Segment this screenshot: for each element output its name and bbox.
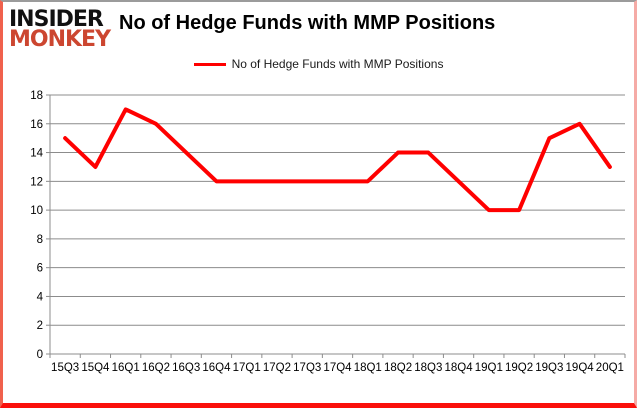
y-tick-label: 12 bbox=[30, 176, 43, 188]
x-tick-label: 18Q3 bbox=[414, 362, 442, 374]
x-tick-label: 16Q2 bbox=[142, 362, 170, 374]
y-tick-label: 10 bbox=[30, 205, 43, 217]
x-tick-label: 16Q4 bbox=[202, 362, 231, 374]
y-tick-label: 8 bbox=[37, 234, 43, 246]
x-tick-label: 15Q3 bbox=[51, 362, 79, 374]
x-tick-label: 17Q3 bbox=[293, 362, 321, 374]
x-tick-label: 19Q1 bbox=[475, 362, 503, 374]
logo-insider-text: INSIDER bbox=[9, 7, 104, 32]
x-tick-label: 20Q1 bbox=[596, 362, 624, 374]
x-tick-label: 19Q4 bbox=[566, 362, 595, 374]
y-tick-label: 6 bbox=[37, 263, 43, 275]
y-tick-label: 18 bbox=[30, 90, 43, 102]
x-tick-label: 19Q3 bbox=[535, 362, 563, 374]
x-tick-label: 15Q4 bbox=[81, 362, 110, 374]
insider-monkey-logo: INSIDER MONKEY bbox=[9, 7, 111, 52]
x-tick-label: 17Q4 bbox=[323, 362, 352, 374]
y-tick-label: 14 bbox=[30, 148, 43, 160]
line-chart: 0 2 4 6 8 10 12 14 16 18 15Q3 15Q4 16Q1 16Q2 16Q3 16Q4 1… bbox=[3, 2, 634, 403]
x-tick-label: 18Q4 bbox=[444, 362, 473, 374]
x-tick-label: 16Q3 bbox=[172, 362, 200, 374]
y-tick-label: 0 bbox=[37, 349, 43, 361]
y-tick-label: 2 bbox=[37, 320, 43, 332]
x-tick-label: 18Q2 bbox=[384, 362, 412, 374]
page-title: No of Hedge Funds with MMP Positions bbox=[119, 12, 496, 34]
x-tick-label: 18Q1 bbox=[354, 362, 382, 374]
data-series-line bbox=[63, 107, 612, 213]
x-tick-label: 19Q2 bbox=[505, 362, 533, 374]
legend-line-swatch bbox=[193, 62, 226, 66]
y-tick-label: 16 bbox=[30, 119, 43, 131]
legend-label: No of Hedge Funds with MMP Positions bbox=[231, 57, 444, 71]
chart-legend: No of Hedge Funds with MMP Positions bbox=[3, 57, 634, 71]
x-tick-label: 17Q1 bbox=[233, 362, 261, 374]
y-tick-label: 4 bbox=[37, 291, 44, 303]
x-tick-label: 16Q1 bbox=[112, 362, 140, 374]
x-tick-label: 17Q2 bbox=[263, 362, 291, 374]
logo-monkey-text: MONKEY bbox=[9, 27, 111, 52]
